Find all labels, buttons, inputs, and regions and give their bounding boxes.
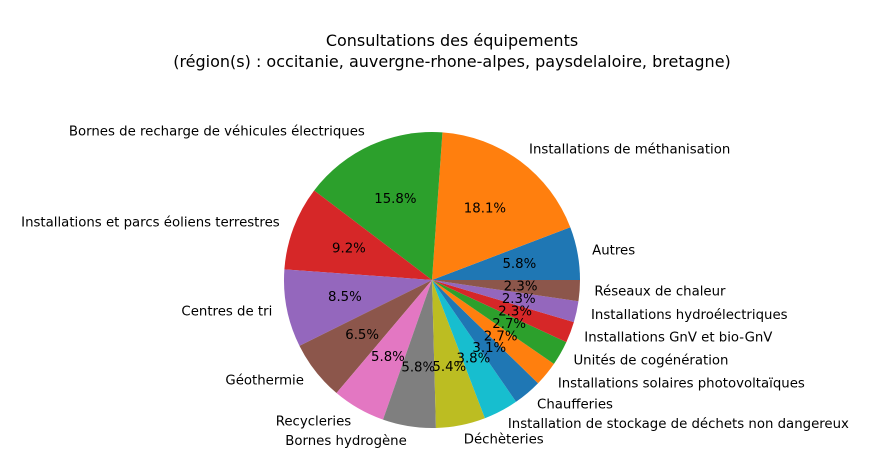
pie-percent-labels: 5.8%18.1%15.8%9.2%8.5%6.5%5.8%5.8%5.4%3.…: [328, 192, 537, 376]
slice-percent-label: 5.4%: [432, 360, 466, 375]
slice-percent-label: 3.8%: [457, 352, 491, 367]
pie-slice: [314, 132, 443, 280]
pie-slice: [336, 280, 432, 420]
pie-slice: [432, 280, 517, 419]
pie-slice: [284, 269, 432, 346]
slice-label: Installations de méthanisation: [529, 141, 730, 157]
slice-label: Recycleries: [276, 414, 352, 429]
pie-slice: [432, 280, 574, 343]
slice-percent-label: 2.7%: [492, 317, 526, 332]
pie-slice: [432, 280, 485, 428]
slice-label: Chaufferies: [537, 397, 613, 412]
pie-labels: Autres Installations de méthanisation Born…: [21, 124, 849, 449]
slice-percent-label: 2.3%: [502, 292, 536, 307]
slice-label: Installations et parcs éoliens terrestre…: [21, 215, 280, 231]
slice-label: Unités de cogénération: [573, 353, 728, 369]
pie-slice: [432, 280, 567, 364]
pie-slice: [284, 190, 432, 280]
pie-slice: [432, 280, 579, 323]
chart-subtitle: (région(s) : occitanie, auvergne-rhone-a…: [173, 52, 731, 71]
slice-percent-label: 15.8%: [374, 192, 416, 207]
pie-slice: [432, 227, 580, 280]
slice-label: Installations solaires photovoltaïques: [558, 376, 805, 391]
slice-percent-label: 3.1%: [472, 341, 506, 356]
slice-percent-label: 6.5%: [345, 328, 379, 343]
slice-percent-label: 2.7%: [484, 329, 518, 344]
pie-slice: [432, 280, 539, 402]
chart-title: Consultations des équipements: [326, 31, 578, 50]
slice-percent-label: 5.8%: [401, 361, 435, 376]
slice-label: Géothermie: [225, 373, 304, 389]
slice-percent-label: 18.1%: [464, 202, 506, 217]
slice-label: Déchèteries: [464, 432, 544, 448]
slice-label: Bornes de recharge de véhicules électriq…: [69, 124, 365, 140]
pie-slice: [432, 132, 571, 280]
slice-percent-label: 5.8%: [371, 350, 405, 365]
pie-slice: [383, 280, 436, 428]
slice-label: Autres: [592, 244, 635, 259]
slice-percent-label: 2.3%: [498, 304, 532, 319]
slice-label: Installations GnV et bio-GnV: [584, 330, 772, 345]
pie-slices: [284, 132, 580, 428]
slice-percent-label: 2.3%: [504, 279, 538, 294]
slice-label: Bornes hydrogène: [285, 433, 407, 449]
pie-slice: [432, 280, 580, 302]
slice-label: Centres de tri: [181, 304, 272, 319]
slice-label: Installations hydroélectriques: [591, 307, 788, 323]
slice-label: Réseaux de chaleur: [594, 284, 726, 300]
pie-slice: [432, 280, 554, 384]
slice-percent-label: 9.2%: [332, 242, 366, 257]
slice-percent-label: 5.8%: [502, 257, 536, 272]
pie-slice: [299, 280, 432, 394]
slice-label: Installation de stockage de déchets non …: [508, 416, 849, 432]
slice-percent-label: 8.5%: [328, 290, 362, 305]
